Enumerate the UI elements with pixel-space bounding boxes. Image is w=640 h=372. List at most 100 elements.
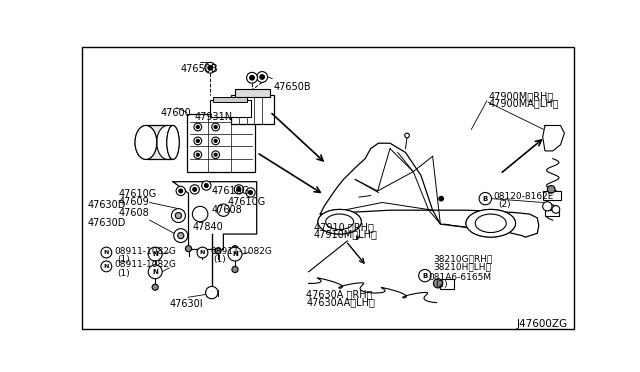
Circle shape xyxy=(190,185,199,194)
Ellipse shape xyxy=(466,209,516,237)
Text: B: B xyxy=(483,196,488,202)
Ellipse shape xyxy=(135,125,157,159)
Circle shape xyxy=(101,247,112,258)
Circle shape xyxy=(237,187,241,191)
Circle shape xyxy=(152,284,158,290)
Circle shape xyxy=(172,209,186,222)
Text: 08911-1082G: 08911-1082G xyxy=(210,247,272,256)
Circle shape xyxy=(479,192,492,205)
Text: 47610G: 47610G xyxy=(227,197,266,207)
Circle shape xyxy=(101,261,112,272)
Text: 08120-8162E: 08120-8162E xyxy=(494,192,554,201)
Polygon shape xyxy=(320,143,539,237)
Ellipse shape xyxy=(167,125,179,159)
Text: N: N xyxy=(152,269,158,275)
Bar xyxy=(440,279,454,289)
Circle shape xyxy=(547,186,555,193)
Circle shape xyxy=(212,151,220,158)
Bar xyxy=(231,95,274,124)
Text: N: N xyxy=(104,264,109,269)
Circle shape xyxy=(246,188,255,197)
Circle shape xyxy=(175,212,182,219)
Circle shape xyxy=(250,76,254,80)
Circle shape xyxy=(552,206,560,213)
Text: 47610G: 47610G xyxy=(119,189,157,199)
Text: 47900M〈RH〉: 47900M〈RH〉 xyxy=(488,91,554,101)
Circle shape xyxy=(212,137,220,145)
Text: J47600ZG: J47600ZG xyxy=(516,319,568,329)
Text: 47931N: 47931N xyxy=(195,112,233,122)
Text: 47900MA〈LH〉: 47900MA〈LH〉 xyxy=(488,99,559,109)
Circle shape xyxy=(260,75,264,79)
Circle shape xyxy=(148,247,162,261)
Text: 47609: 47609 xyxy=(119,197,150,207)
Text: 47840: 47840 xyxy=(193,222,223,232)
Circle shape xyxy=(543,202,552,211)
Circle shape xyxy=(232,266,238,273)
Circle shape xyxy=(439,196,444,201)
Circle shape xyxy=(196,140,199,142)
Text: 47608: 47608 xyxy=(119,208,150,218)
Circle shape xyxy=(194,123,202,131)
Circle shape xyxy=(246,73,257,83)
Bar xyxy=(545,210,559,217)
Bar xyxy=(213,97,248,102)
Circle shape xyxy=(214,140,217,142)
Circle shape xyxy=(197,247,208,258)
Text: 38210H〈LH〉: 38210H〈LH〉 xyxy=(433,262,492,271)
Circle shape xyxy=(208,65,212,70)
Ellipse shape xyxy=(326,214,353,230)
Circle shape xyxy=(205,286,218,299)
Text: (1): (1) xyxy=(117,269,130,278)
Ellipse shape xyxy=(157,125,179,159)
Circle shape xyxy=(194,137,202,145)
Circle shape xyxy=(196,153,199,156)
Circle shape xyxy=(419,269,431,282)
Circle shape xyxy=(248,190,252,195)
Ellipse shape xyxy=(135,125,157,159)
Circle shape xyxy=(194,151,202,158)
Bar xyxy=(210,100,250,117)
Circle shape xyxy=(202,181,211,190)
Circle shape xyxy=(214,153,217,156)
Circle shape xyxy=(214,125,217,129)
Ellipse shape xyxy=(466,209,516,237)
Circle shape xyxy=(232,246,238,252)
Ellipse shape xyxy=(167,125,179,159)
Bar xyxy=(146,125,173,159)
Circle shape xyxy=(217,204,230,217)
Circle shape xyxy=(212,123,220,131)
Polygon shape xyxy=(543,125,564,151)
Ellipse shape xyxy=(157,125,179,159)
Polygon shape xyxy=(173,182,257,250)
Text: N: N xyxy=(152,251,158,257)
Circle shape xyxy=(234,185,244,194)
Text: B: B xyxy=(422,273,428,279)
Ellipse shape xyxy=(476,214,506,232)
Circle shape xyxy=(174,229,188,243)
Text: 08911-1082G: 08911-1082G xyxy=(114,260,176,269)
Circle shape xyxy=(176,186,186,196)
Text: 47608: 47608 xyxy=(212,205,243,215)
Text: 081A6-6165M: 081A6-6165M xyxy=(429,273,492,282)
Text: N: N xyxy=(232,251,238,257)
Circle shape xyxy=(178,232,184,239)
Text: 47610G: 47610G xyxy=(212,186,250,196)
Text: 47910 〈RH〉: 47910 〈RH〉 xyxy=(314,222,374,232)
Text: 47650B: 47650B xyxy=(180,64,218,74)
Circle shape xyxy=(193,206,208,222)
Text: N: N xyxy=(104,250,109,255)
Text: (2): (2) xyxy=(499,200,511,209)
Bar xyxy=(235,89,270,97)
Bar xyxy=(187,114,255,172)
Circle shape xyxy=(433,279,443,288)
Circle shape xyxy=(186,246,191,252)
Text: (1): (1) xyxy=(213,255,226,264)
Circle shape xyxy=(148,265,162,279)
Text: 47630D: 47630D xyxy=(88,218,126,228)
Ellipse shape xyxy=(318,209,362,234)
Text: (2): (2) xyxy=(435,280,447,289)
Bar xyxy=(543,191,561,200)
Circle shape xyxy=(404,133,410,138)
Text: 47630A 〈RH〉: 47630A 〈RH〉 xyxy=(307,289,372,299)
